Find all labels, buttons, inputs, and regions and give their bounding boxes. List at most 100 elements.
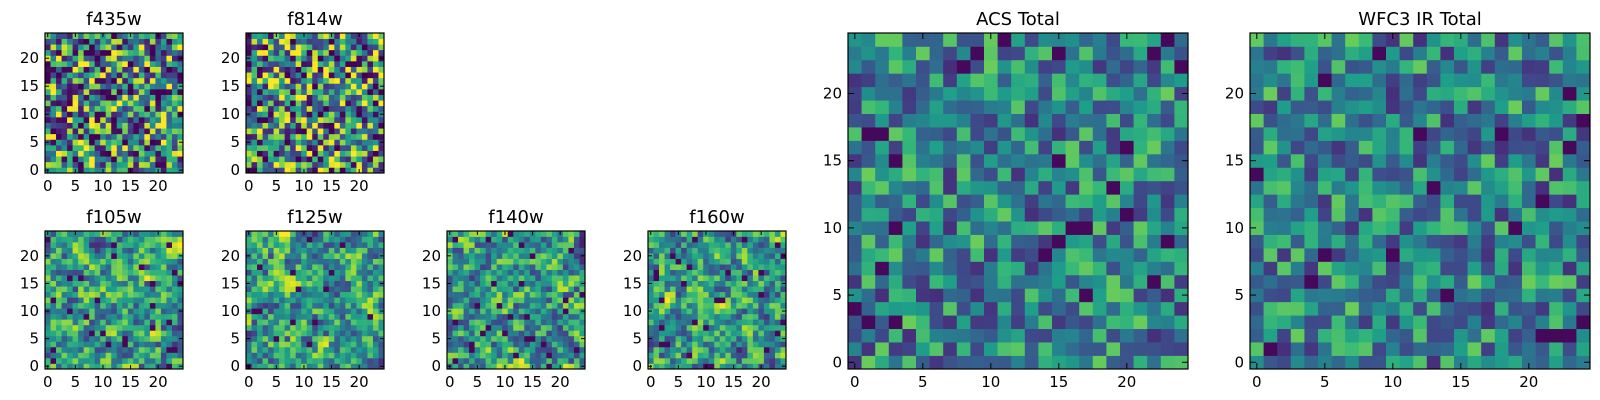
- heatmap-cell: [568, 297, 575, 304]
- heatmap-cell: [50, 156, 57, 163]
- heatmap-cell: [573, 352, 580, 359]
- heatmap-cell: [50, 335, 57, 342]
- heatmap-cell: [361, 161, 368, 168]
- heatmap-cell: [763, 253, 770, 259]
- heatmap-cell: [350, 117, 357, 123]
- heatmap-cell: [306, 167, 313, 174]
- heatmap-cell: [356, 117, 363, 123]
- heatmap-cell: [133, 302, 140, 309]
- heatmap-cell: [100, 150, 107, 157]
- heatmap-cell: [67, 346, 73, 353]
- heatmap-cell: [116, 313, 123, 320]
- heatmap-cell: [251, 258, 258, 265]
- heatmap-cell: [664, 297, 671, 304]
- heatmap-cell: [50, 330, 57, 337]
- heatmap-cell: [144, 313, 151, 320]
- heatmap-cell: [61, 33, 68, 39]
- heatmap-cell: [502, 308, 509, 315]
- heatmap-cell: [149, 357, 156, 364]
- heatmap-cell: [1079, 234, 1094, 249]
- heatmap-cell: [56, 341, 62, 348]
- heatmap-cell: [246, 258, 252, 265]
- heatmap-cell: [469, 291, 475, 298]
- heatmap-cell: [350, 139, 357, 146]
- heatmap-cell: [546, 247, 553, 254]
- heatmap-cell: [122, 286, 129, 293]
- y-tick-label: 5: [29, 133, 39, 151]
- heatmap-cell: [367, 335, 374, 342]
- heatmap-cell: [875, 234, 890, 249]
- heatmap-cell: [1052, 234, 1066, 249]
- heatmap-cell: [290, 33, 297, 39]
- heatmap-cell: [730, 291, 737, 298]
- heatmap-cell: [1038, 234, 1053, 249]
- heatmap-cell: [648, 269, 654, 276]
- heatmap-cell: [573, 313, 580, 320]
- heatmap-cell: [1147, 355, 1162, 370]
- heatmap-cell: [122, 302, 129, 309]
- heatmap-cell: [67, 357, 73, 364]
- heatmap-cell: [943, 328, 958, 343]
- heatmap-cell: [568, 308, 575, 315]
- heatmap-cell: [83, 161, 90, 168]
- heatmap-cell: [262, 83, 269, 90]
- heatmap-cell: [708, 291, 715, 298]
- heatmap-cell: [535, 335, 542, 342]
- heatmap-cell: [469, 335, 475, 342]
- heatmap-cell: [480, 335, 486, 342]
- heatmap-cell: [290, 363, 297, 370]
- heatmap-cell: [312, 275, 319, 282]
- heatmap-cell: [83, 105, 90, 112]
- heatmap-cell: [378, 161, 385, 168]
- heatmap-cell: [279, 100, 285, 107]
- heatmap-cell: [513, 363, 520, 370]
- heatmap-cell: [763, 346, 770, 353]
- heatmap-cell: [78, 269, 84, 276]
- heatmap-cell: [262, 313, 269, 320]
- heatmap-cell: [83, 297, 90, 304]
- heatmap-cell: [89, 302, 96, 309]
- heatmap-cell: [736, 313, 743, 320]
- heatmap-cell: [246, 72, 252, 79]
- heatmap-cell: [1413, 221, 1428, 235]
- heatmap-cell: [100, 61, 107, 67]
- heatmap-cell: [491, 264, 498, 270]
- heatmap-cell: [166, 253, 173, 259]
- heatmap-cell: [138, 122, 145, 129]
- heatmap-cell: [45, 128, 51, 135]
- heatmap-cell: [116, 156, 123, 163]
- heatmap-cell: [339, 38, 346, 45]
- heatmap-cell: [89, 324, 96, 331]
- heatmap-cell: [166, 297, 173, 304]
- heatmap-cell: [301, 324, 308, 331]
- heatmap-cell: [149, 363, 156, 370]
- heatmap-cell: [1358, 234, 1373, 249]
- heatmap-cell: [675, 330, 682, 337]
- heatmap-cell: [956, 274, 971, 289]
- heatmap-cell: [1467, 288, 1482, 303]
- heatmap-cell: [670, 363, 676, 370]
- heatmap-cell: [648, 275, 654, 282]
- heatmap-cell: [692, 319, 699, 326]
- heatmap-cell: [323, 161, 330, 168]
- heatmap-cell: [714, 363, 721, 370]
- heatmap-cell: [111, 89, 118, 95]
- heatmap-cell: [72, 145, 79, 151]
- heatmap-cell: [127, 145, 134, 151]
- heatmap-cell: [290, 167, 297, 174]
- heatmap-cell: [708, 253, 715, 259]
- heatmap-cell: [648, 341, 654, 348]
- heatmap-cell: [295, 61, 302, 67]
- heatmap-cell: [262, 247, 269, 254]
- heatmap-cell: [105, 61, 112, 67]
- heatmap-cell: [1024, 153, 1039, 168]
- y-tick-label: 20: [20, 247, 39, 265]
- heatmap-cell: [1358, 301, 1373, 316]
- heatmap-cell: [78, 335, 84, 342]
- heatmap-cell: [458, 308, 464, 315]
- heatmap-cell: [741, 247, 748, 254]
- heatmap-cell: [94, 335, 101, 342]
- heatmap-cell: [323, 38, 330, 45]
- heatmap-cell: [160, 89, 167, 95]
